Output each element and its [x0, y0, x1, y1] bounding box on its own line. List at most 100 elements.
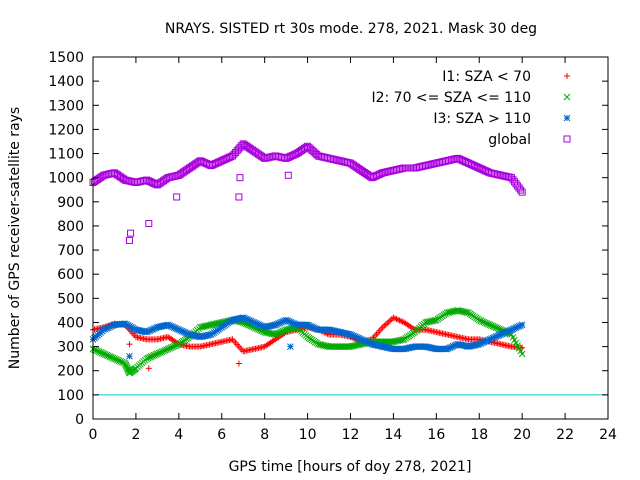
cross-b: [489, 322, 497, 330]
cross-b: [491, 323, 498, 331]
data-point: [517, 186, 525, 194]
y-tick-label: 1200: [48, 122, 84, 138]
y-tick-label: 100: [57, 388, 84, 404]
x-tick-label: 0: [89, 427, 98, 443]
cross-b: [114, 356, 121, 364]
cross-b: [111, 355, 118, 363]
cross-b: [483, 320, 491, 327]
y-axis-label: Number of GPS receiver-satellite rays: [7, 107, 23, 369]
x-axis-label: GPS time [hours of doy 278, 2021]: [229, 459, 472, 475]
cross-b: [97, 349, 105, 356]
legend-marker: [563, 135, 571, 143]
y-tick-label: 0: [75, 412, 84, 428]
cross-b: [122, 361, 130, 369]
cross-b: [108, 353, 115, 361]
cross-b: [492, 324, 500, 331]
cross-b: [100, 350, 108, 358]
cross-b: [123, 364, 131, 371]
data-point: [518, 188, 526, 196]
cross-b: [485, 320, 492, 328]
outlier-point: [125, 236, 133, 244]
x-tick-label: 22: [556, 427, 574, 443]
chart-title: NRAYS. SISTED rt 30s mode. 278, 2021. Ma…: [165, 21, 537, 37]
cross-b: [488, 322, 495, 329]
cross-b: [497, 326, 505, 334]
cross-b: [123, 362, 130, 370]
cross-b: [563, 93, 571, 101]
y-tick-label: 400: [57, 315, 84, 331]
cross-b: [463, 309, 471, 316]
x-tick-label: 2: [131, 427, 140, 443]
outlier-point: [126, 352, 133, 360]
outlier-point: [235, 360, 242, 367]
data-point: [518, 321, 526, 329]
cross-b: [101, 351, 109, 358]
legend-label: global: [488, 132, 531, 148]
y-tick-label: 1000: [48, 171, 84, 187]
cross-b: [92, 347, 100, 354]
cross-b: [462, 308, 469, 316]
x-tick-label: 10: [299, 427, 317, 443]
y-tick-label: 500: [57, 291, 84, 307]
outlier-point: [173, 193, 181, 201]
cross-b: [94, 347, 101, 355]
y-tick-label: 1400: [48, 74, 84, 90]
data-point: [173, 341, 181, 349]
series-4: [89, 140, 526, 244]
cross-b: [115, 357, 123, 365]
y-tick-label: 600: [57, 267, 84, 283]
x-tick-label: 12: [342, 427, 360, 443]
star-d2: [518, 321, 526, 329]
star-d2: [287, 343, 294, 350]
cross-b: [508, 331, 515, 338]
x-tick-label: 8: [260, 427, 269, 443]
outlier-point: [145, 365, 152, 372]
cross-b: [386, 338, 394, 346]
cross-b: [480, 318, 488, 326]
outlier-point: [126, 341, 133, 348]
cross-b: [518, 350, 526, 358]
y-tick-label: 700: [57, 243, 84, 259]
outlier-point: [284, 171, 292, 179]
cross-b: [482, 319, 489, 327]
series-2: [89, 307, 526, 377]
y-tick-label: 1100: [48, 147, 84, 163]
x-tick-label: 18: [470, 427, 488, 443]
cross-b: [509, 333, 517, 341]
x-tick-label: 6: [217, 427, 226, 443]
cross-b: [495, 325, 503, 333]
cross-b: [109, 354, 117, 362]
legend-marker: [564, 73, 570, 79]
cross-b: [475, 316, 483, 324]
cross-b: [517, 347, 524, 355]
y-tick-label: 1500: [48, 50, 84, 66]
cross-b: [104, 352, 112, 360]
y-tick-label: 900: [57, 195, 84, 211]
x-tick-label: 24: [599, 427, 617, 443]
data-point: [518, 350, 526, 358]
cross-b: [98, 349, 106, 357]
star-d2: [563, 114, 571, 122]
x-tick-label: 14: [385, 427, 403, 443]
x-tick-label: 16: [427, 427, 445, 443]
legend-label: I1: SZA < 70: [442, 69, 531, 85]
cross-b: [511, 336, 518, 344]
cross-b: [514, 342, 521, 349]
legend-marker: [563, 93, 571, 101]
cross-b: [477, 317, 485, 325]
cross-b: [103, 351, 111, 359]
outlier-point: [235, 193, 243, 201]
cross-b: [515, 344, 523, 352]
legend-marker: [563, 114, 571, 122]
series-3: [89, 314, 526, 360]
cross-b: [494, 324, 501, 332]
y-tick-label: 1300: [48, 98, 84, 114]
cross-b: [486, 321, 494, 329]
outlier-point: [287, 343, 294, 350]
cross-b: [124, 365, 131, 373]
legend-label: I3: SZA > 110: [433, 111, 531, 127]
x-tick-label: 4: [174, 427, 183, 443]
cross-b: [106, 353, 114, 360]
cross-b: [512, 339, 520, 347]
